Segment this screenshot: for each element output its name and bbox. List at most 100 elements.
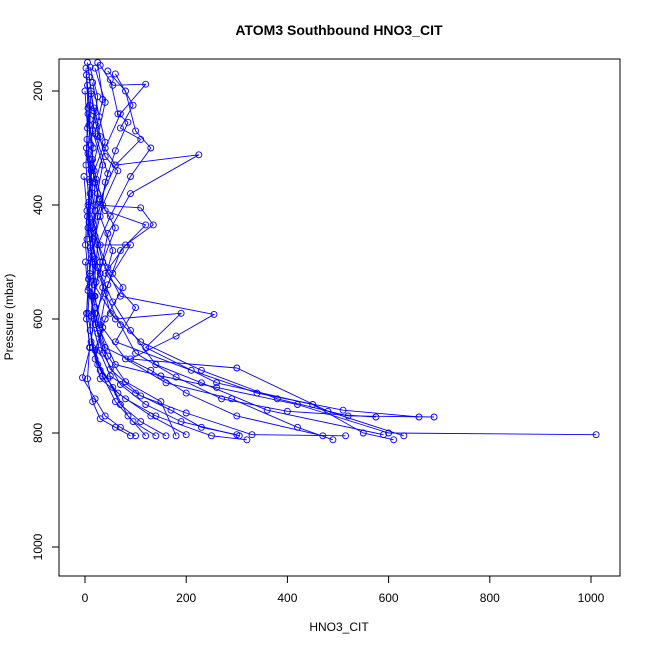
data-point-18-3 (89, 224, 97, 232)
data-point-16-2 (86, 101, 94, 109)
data-point-20-1 (82, 258, 89, 266)
data-point-5-5 (127, 173, 134, 180)
data-point-13-13 (129, 418, 137, 426)
data-point-3-13 (233, 364, 241, 372)
data-point-15-11 (167, 406, 175, 414)
data-point-20-4 (86, 344, 94, 351)
data-point-18-4 (96, 258, 104, 266)
x-axis: 0 200 400 600 800 1000 (82, 575, 605, 605)
data-point-7-3 (116, 124, 124, 132)
data-point-19-7 (84, 375, 91, 383)
data-point-3-15 (400, 432, 408, 440)
data-point-20-7 (101, 412, 109, 420)
data-point-13-9 (101, 315, 109, 323)
data-point-19-2 (83, 207, 91, 215)
data-point-13-7 (104, 264, 112, 272)
x-tick-label-400: 400 (277, 591, 297, 605)
series-line-20 (82, 261, 136, 437)
y-axis-label: Pressure (mbar) (2, 274, 16, 361)
data-point-18-6 (99, 324, 107, 331)
data-point-4-13 (253, 389, 261, 397)
data-point-17-3 (124, 118, 132, 126)
series-line-16 (86, 74, 187, 436)
x-tick-label-600: 600 (379, 591, 399, 605)
data-point-2-6 (127, 190, 134, 198)
data-point-3-3 (142, 80, 150, 88)
data-point-1-15 (592, 431, 600, 439)
data-point-5-2 (122, 87, 129, 95)
data-point-7-2 (129, 101, 137, 109)
data-point-9-9 (132, 349, 140, 357)
data-point-18-5 (90, 292, 98, 300)
data-point-17-1 (106, 76, 114, 84)
data-point-8-7 (127, 241, 134, 249)
data-point-4-12 (187, 366, 195, 374)
data-point-12-1 (82, 64, 90, 72)
data-point-10-10 (137, 392, 145, 400)
data-point-7-10 (127, 326, 134, 334)
data-point-9-3 (91, 130, 99, 138)
data-point-9-8 (116, 321, 124, 329)
data-point-17-10 (104, 352, 112, 360)
data-point-15-8 (95, 346, 103, 354)
data-point-8-1 (89, 79, 97, 86)
data-point-15-10 (132, 389, 140, 397)
data-point-17-13 (172, 432, 180, 440)
y-tick-label-400: 400 (31, 195, 45, 215)
data-point-16-1 (83, 71, 90, 79)
data-point-6-14 (329, 436, 337, 444)
data-point-19-3 (82, 241, 89, 249)
data-point-9-10 (172, 373, 180, 381)
data-point-7-4 (137, 135, 145, 143)
data-point-18-10 (137, 418, 145, 426)
data-point-11-13 (243, 436, 251, 444)
data-point-7-11 (152, 361, 160, 369)
data-point-3-9 (116, 292, 124, 300)
y-tick-label-800: 800 (31, 423, 45, 443)
data-point-20-2 (84, 287, 92, 294)
data-point-9-11 (218, 395, 226, 403)
series-line-2 (94, 68, 435, 418)
data-point-8-11 (147, 366, 155, 374)
data-point-5-12 (213, 379, 221, 387)
series-line-11 (84, 90, 247, 441)
data-point-5-10 (177, 309, 185, 317)
data-point-19-9 (96, 415, 104, 423)
data-point-11-10 (122, 395, 129, 403)
data-point-6-7 (116, 247, 124, 255)
chart-title: ATOM3 Southbound HNO3_CIT (235, 22, 443, 38)
series-line-15 (87, 113, 237, 436)
data-point-16-4 (87, 167, 95, 175)
data-point-5-9 (111, 315, 119, 323)
data-point-4-9 (101, 269, 109, 277)
plot-frame (58, 58, 621, 577)
data-point-18-7 (91, 355, 99, 363)
data-point-7-14 (380, 431, 387, 439)
data-point-1-11 (157, 372, 165, 380)
data-point-20-6 (91, 395, 99, 403)
data-point-15-2 (89, 144, 97, 152)
x-tick-label-200: 200 (176, 591, 196, 605)
data-point-4-6 (137, 204, 145, 212)
y-tick-label-1000: 1000 (31, 533, 45, 560)
data-point-4-4 (99, 161, 107, 169)
data-point-13-14 (152, 432, 160, 440)
data-point-16-13 (182, 431, 190, 439)
y-tick-label-600: 600 (31, 309, 45, 329)
data-point-15-13 (233, 431, 241, 439)
data-point-9-13 (372, 413, 380, 421)
data-point-9-4 (104, 170, 112, 178)
data-point-13-4 (114, 167, 122, 175)
data-point-14-6 (99, 258, 107, 266)
data-point-9-2 (99, 96, 107, 103)
data-point-14-8 (86, 326, 94, 334)
data-point-3-11 (172, 332, 180, 340)
data-point-3-4 (116, 110, 124, 118)
data-point-4-14 (339, 406, 347, 414)
series-line-1 (87, 62, 597, 436)
data-point-16-12 (147, 412, 155, 420)
data-point-20-3 (83, 315, 90, 323)
data-point-4-10 (132, 304, 140, 312)
data-point-5-15 (390, 436, 398, 444)
